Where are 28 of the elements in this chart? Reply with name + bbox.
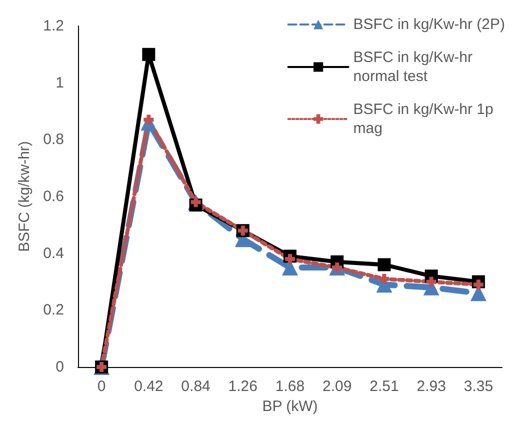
point [285, 254, 295, 264]
x-tick-label: 2.93 [416, 378, 446, 395]
legend-label: BSFC in kg/Kw-hr normal test [353, 49, 473, 85]
x-tick-label: 3.35 [464, 378, 494, 395]
y-axis-title: BSFC (kg/kw-hr) [16, 141, 33, 252]
legend-label: BSFC in kg/Kw-hr 1p mag [353, 101, 494, 137]
x-tick-label: 0.84 [181, 378, 210, 395]
point [426, 276, 436, 287]
x-tick-label: 1.68 [275, 378, 305, 395]
y-tick-label: 0.6 [43, 188, 64, 205]
y-tick-label: 0.4 [43, 244, 64, 262]
x-tick-label: 2.51 [370, 378, 399, 395]
y-tick-label: 1 [56, 74, 64, 92]
y-tick-label: 0 [56, 358, 64, 376]
x-tick-label: 1.26 [228, 378, 258, 395]
point [378, 258, 391, 272]
x-axis-title: BP (kW) [262, 398, 318, 415]
y-tick-label: 0.8 [43, 131, 64, 148]
point [379, 274, 390, 284]
x-tick-label: 0.42 [134, 378, 164, 395]
legend-label: BSFC in kg/Kw-hr (2P) [353, 16, 506, 33]
y-tick-label: 0.2 [43, 302, 64, 319]
x-tick-label: 2.09 [322, 378, 352, 395]
point [142, 48, 156, 61]
y-tick-label: 1.2 [43, 18, 64, 34]
point [473, 280, 484, 290]
x-tick-label: 0 [97, 378, 106, 395]
point [332, 262, 342, 273]
